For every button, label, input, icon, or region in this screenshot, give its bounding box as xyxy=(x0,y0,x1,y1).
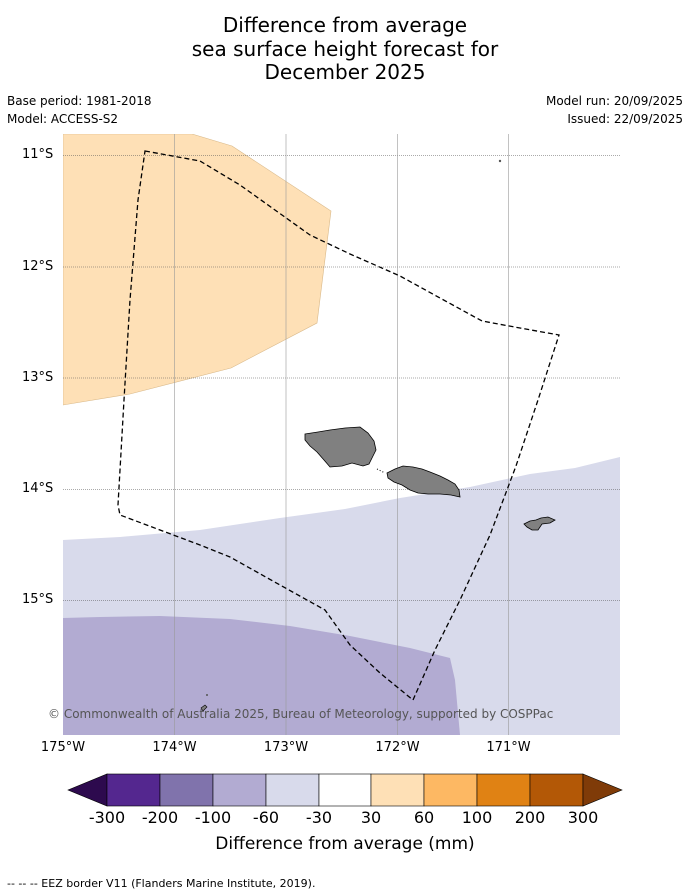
orange-anomaly-region xyxy=(63,134,332,406)
colorbar-swatch-8 xyxy=(476,773,531,807)
purple-anomaly-region xyxy=(63,616,460,735)
colorbar-tick: 30 xyxy=(360,808,382,827)
model-run: Model run: 20/09/2025 xyxy=(545,94,683,108)
base-period: Base period: 1981-2018 xyxy=(7,94,152,108)
colorbar-tick: 200 xyxy=(514,808,546,827)
colorbar-swatch-1 xyxy=(106,773,161,807)
colorbar xyxy=(67,773,623,807)
lon-label-173w: 173°W xyxy=(263,740,309,755)
eez-legend-note: -- -- -- EEZ border V11 (Flanders Marine… xyxy=(7,877,316,890)
lon-label-174w: 174°W xyxy=(152,740,197,755)
model-name: Model: ACCESS-S2 xyxy=(7,112,119,126)
map-area xyxy=(63,134,620,735)
lat-label-11s: 11°S xyxy=(22,147,54,162)
lat-label-14s: 14°S xyxy=(22,481,54,496)
lon-label-172w: 172°W xyxy=(375,740,420,755)
colorbar-swatch-9 xyxy=(529,773,584,807)
upolu-island xyxy=(386,465,461,498)
lon-label-171w: 171°W xyxy=(486,740,531,755)
islet-north xyxy=(498,159,502,163)
eez-border xyxy=(117,150,560,702)
lat-label-12s: 12°S xyxy=(22,259,54,274)
title-line-3: December 2025 xyxy=(264,60,426,84)
colorbar-tick: -60 xyxy=(252,808,280,827)
title-line-1: Difference from average xyxy=(222,13,468,37)
colorbar-swatch-4 xyxy=(265,773,320,807)
colorbar-swatch-2 xyxy=(159,773,214,807)
colorbar-over xyxy=(582,773,623,807)
colorbar-tick: -100 xyxy=(194,808,232,827)
colorbar-swatch-5 xyxy=(318,773,372,807)
colorbar-tick: -300 xyxy=(88,808,126,827)
lat-label-15s: 15°S xyxy=(22,592,54,607)
title-line-2: sea surface height forecast for xyxy=(191,36,499,61)
colorbar-swatch-6 xyxy=(370,773,425,807)
colorbar-under xyxy=(67,773,108,807)
tutuila-island xyxy=(523,516,556,531)
islet-south-west xyxy=(200,704,208,712)
apolima-islets xyxy=(376,468,386,474)
colorbar-swatch-3 xyxy=(212,773,267,807)
issued-date: Issued: 22/09/2025 xyxy=(567,112,683,126)
savaii-island xyxy=(304,426,377,468)
colorbar-tick: -200 xyxy=(141,808,179,827)
lat-label-13s: 13°S xyxy=(22,370,54,385)
islet-south xyxy=(206,694,208,696)
copyright-notice: © Commonwealth of Australia 2025, Bureau… xyxy=(48,707,554,721)
lon-label-175w: 175°W xyxy=(40,740,86,755)
colorbar-tick: -30 xyxy=(305,808,333,827)
colorbar-tick: 100 xyxy=(461,808,493,827)
colorbar-tick: 60 xyxy=(413,808,435,827)
colorbar-tick: 300 xyxy=(567,808,599,827)
colorbar-swatch-7 xyxy=(423,773,478,807)
map-title: Difference from average sea surface heig… xyxy=(0,13,690,85)
colorbar-title: Difference from average (mm) xyxy=(215,834,475,854)
latitude-gridlines xyxy=(63,155,620,601)
longitude-gridlines xyxy=(174,134,509,735)
